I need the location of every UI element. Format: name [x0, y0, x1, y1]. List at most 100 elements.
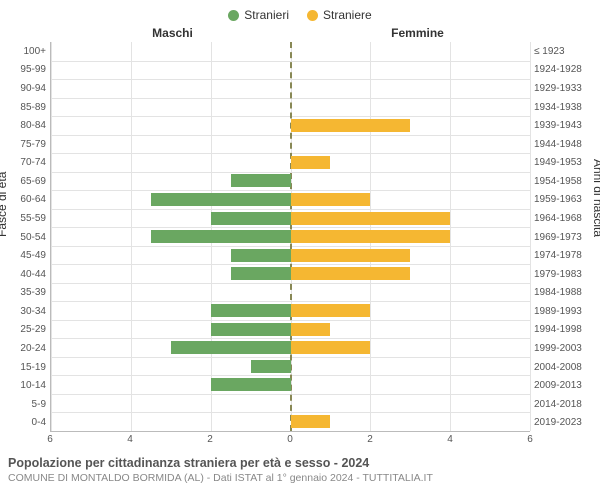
bar-row	[51, 42, 530, 61]
chart: Fasce di età Anni di nascita 100+95-9990…	[0, 42, 600, 432]
age-label: 55-59	[8, 209, 46, 228]
birth-label: 1994-1998	[534, 321, 592, 340]
bar-male	[211, 212, 291, 225]
bar-female	[291, 249, 411, 262]
birth-label: 1949-1953	[534, 153, 592, 172]
age-label: 25-29	[8, 321, 46, 340]
bar-female	[291, 267, 411, 280]
legend-swatch-male	[228, 10, 239, 21]
age-label: 85-89	[8, 98, 46, 117]
bar-male	[211, 304, 291, 317]
birth-label: 1974-1978	[534, 246, 592, 265]
bar-male	[231, 174, 291, 187]
birth-label: 2004-2008	[534, 358, 592, 377]
birth-label: 1989-1993	[534, 302, 592, 321]
xtick: 6	[527, 434, 533, 445]
bar-female	[291, 304, 371, 317]
birth-label: 2014-2018	[534, 395, 592, 414]
xaxis-ticks: 6420246	[50, 432, 530, 450]
bar-female	[291, 212, 451, 225]
age-label: 35-39	[8, 284, 46, 303]
age-label: 45-49	[8, 246, 46, 265]
column-headers: Maschi Femmine	[0, 26, 600, 42]
age-label: 60-64	[8, 191, 46, 210]
bar-row	[51, 172, 530, 191]
header-male: Maschi	[0, 26, 295, 40]
bar-female	[291, 341, 371, 354]
plot-area	[50, 42, 530, 432]
birth-label: 1954-1958	[534, 172, 592, 191]
xaxis: 6420246	[8, 432, 592, 450]
bar-row	[51, 301, 530, 320]
birth-label: 1944-1948	[534, 135, 592, 154]
bar-row	[51, 357, 530, 376]
bar-row	[51, 135, 530, 154]
birth-label: 2009-2013	[534, 376, 592, 395]
age-label: 95-99	[8, 61, 46, 80]
bar-female	[291, 119, 411, 132]
bar-female	[291, 193, 371, 206]
birth-label: 1999-2003	[534, 339, 592, 358]
age-label: 40-44	[8, 265, 46, 284]
age-label: 30-34	[8, 302, 46, 321]
bar-row	[51, 153, 530, 172]
bar-male	[211, 378, 291, 391]
bar-female	[291, 156, 331, 169]
bar-male	[171, 341, 291, 354]
caption-subtitle: COMUNE DI MONTALDO BORMIDA (AL) - Dati I…	[8, 472, 592, 484]
birth-label: 2019-2023	[534, 414, 592, 433]
birth-label: 1984-1988	[534, 284, 592, 303]
bar-row	[51, 209, 530, 228]
xtick: 4	[447, 434, 453, 445]
legend-label-male: Stranieri	[244, 8, 289, 22]
age-label: 0-4	[8, 414, 46, 433]
bar-row	[51, 339, 530, 358]
age-label: 65-69	[8, 172, 46, 191]
yaxis-labels-birth: ≤ 19231924-19281929-19331934-19381939-19…	[530, 42, 592, 432]
birth-label: 1934-1938	[534, 98, 592, 117]
xtick: 4	[127, 434, 133, 445]
caption-title: Popolazione per cittadinanza straniera p…	[8, 456, 592, 470]
bar-male	[151, 193, 291, 206]
age-label: 10-14	[8, 376, 46, 395]
bar-female	[291, 323, 331, 336]
bar-male	[251, 360, 291, 373]
bar-row	[51, 79, 530, 98]
age-label: 75-79	[8, 135, 46, 154]
age-label: 100+	[8, 42, 46, 61]
legend: Stranieri Straniere	[0, 0, 600, 26]
legend-label-female: Straniere	[323, 8, 372, 22]
age-label: 15-19	[8, 358, 46, 377]
bar-male	[151, 230, 291, 243]
xtick: 0	[287, 434, 293, 445]
legend-item-male: Stranieri	[228, 8, 289, 22]
age-label: 70-74	[8, 153, 46, 172]
bar-row	[51, 394, 530, 413]
bar-female	[291, 415, 331, 428]
bar-row	[51, 283, 530, 302]
yaxis-labels-age: 100+95-9990-9485-8980-8475-7970-7465-696…	[8, 42, 50, 432]
bar-row	[51, 190, 530, 209]
birth-label: 1929-1933	[534, 79, 592, 98]
bar-rows	[51, 42, 530, 431]
xtick: 2	[367, 434, 373, 445]
age-label: 90-94	[8, 79, 46, 98]
birth-label: 1959-1963	[534, 191, 592, 210]
header-female: Femmine	[295, 26, 600, 40]
caption: Popolazione per cittadinanza straniera p…	[0, 450, 600, 484]
birth-label: 1939-1943	[534, 116, 592, 135]
birth-label: 1979-1983	[534, 265, 592, 284]
bar-row	[51, 376, 530, 395]
bar-male	[231, 249, 291, 262]
legend-swatch-female	[307, 10, 318, 21]
bar-row	[51, 320, 530, 339]
birth-label: 1969-1973	[534, 228, 592, 247]
bar-row	[51, 61, 530, 80]
age-label: 20-24	[8, 339, 46, 358]
bar-row	[51, 116, 530, 135]
bar-female	[291, 230, 451, 243]
age-label: 50-54	[8, 228, 46, 247]
bar-row	[51, 227, 530, 246]
bar-row	[51, 264, 530, 283]
bar-row	[51, 98, 530, 117]
